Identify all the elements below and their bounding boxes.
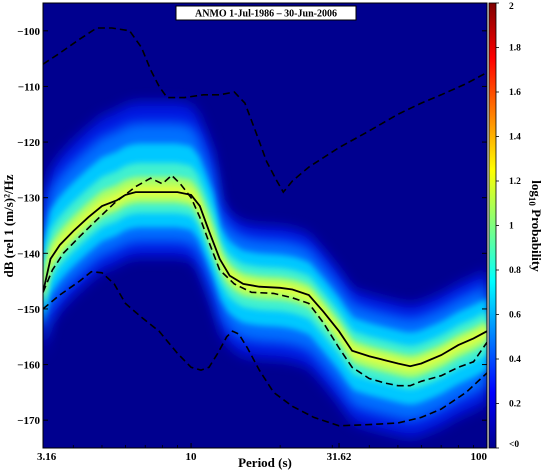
colorbar-title: log10 Probability [527, 180, 542, 272]
chart-title: ANMO 1-Jul-1986 – 30-Jun-2006 [195, 9, 337, 20]
colorbar-tick-label: 1.8 [509, 44, 521, 54]
x-axis-title: Period (s) [238, 455, 292, 470]
title-box: ANMO 1-Jul-1986 – 30-Jun-2006 [175, 5, 357, 21]
density-core [43, 185, 487, 371]
colorbar-tick-label: 0.4 [509, 355, 521, 365]
y-tick-label: −120 [17, 137, 40, 149]
series-line-2 [43, 27, 487, 194]
series-line-0 [43, 191, 487, 368]
colorbar-tick-label: 0.2 [509, 400, 521, 410]
colorbar-tick-label: 2 [509, 2, 514, 12]
colorbar-tick-label: <0 [509, 440, 519, 450]
y-axis-title: dB (rel 1 (m/s)²/Hz [1, 174, 16, 277]
colorbar-title-tail: Probability [529, 206, 542, 272]
colorbar-title-sub: 10 [527, 197, 537, 207]
series-line-1 [43, 174, 487, 387]
y-tick-label: −110 [18, 81, 41, 93]
colorbar-tick-label: 1 [509, 222, 514, 232]
x-tick-label: 100 [471, 451, 488, 463]
noise-curves [43, 27, 487, 427]
y-tick-label: −130 [17, 193, 40, 205]
colorbar-tick-label: 0.6 [509, 311, 521, 321]
colorbar: <0 0.2 0.4 0.6 0.8 1 1.2 1.4 1.6 1.8 2 log10 Proba… [488, 2, 542, 450]
y-tick-label: −160 [17, 360, 40, 372]
colorbar-tick-label: 1.2 [509, 177, 521, 187]
probability-density [43, 101, 487, 438]
density-green [43, 176, 487, 378]
colorbar-gradient [488, 2, 497, 449]
y-tick-label: −150 [17, 304, 40, 316]
x-tick-label: 10 [186, 451, 198, 463]
y-axis: −100 −110 −120 −130 −140 −150 −160 −170 [17, 26, 487, 427]
plot-frame [42, 2, 488, 449]
density-teal [43, 162, 487, 389]
colorbar-tick-label: 1.4 [509, 133, 521, 143]
colorbar-ticks: <0 0.2 0.4 0.6 0.8 1 1.2 1.4 1.6 1.8 2 [496, 2, 521, 450]
colorbar-title-main: log [529, 180, 542, 197]
y-tick-label: −170 [17, 415, 40, 427]
series-line-3 [43, 270, 487, 427]
y-tick-label: −100 [17, 26, 40, 38]
x-tick-label: 31.62 [327, 451, 352, 463]
x-tick-label: 3.16 [37, 451, 57, 463]
x-axis: 3.16 10 31.62 100 [37, 443, 488, 463]
y-tick-label: −140 [17, 248, 40, 260]
colorbar-tick-label: 0.8 [509, 266, 521, 276]
colorbar-tick-label: 1.6 [509, 88, 521, 98]
